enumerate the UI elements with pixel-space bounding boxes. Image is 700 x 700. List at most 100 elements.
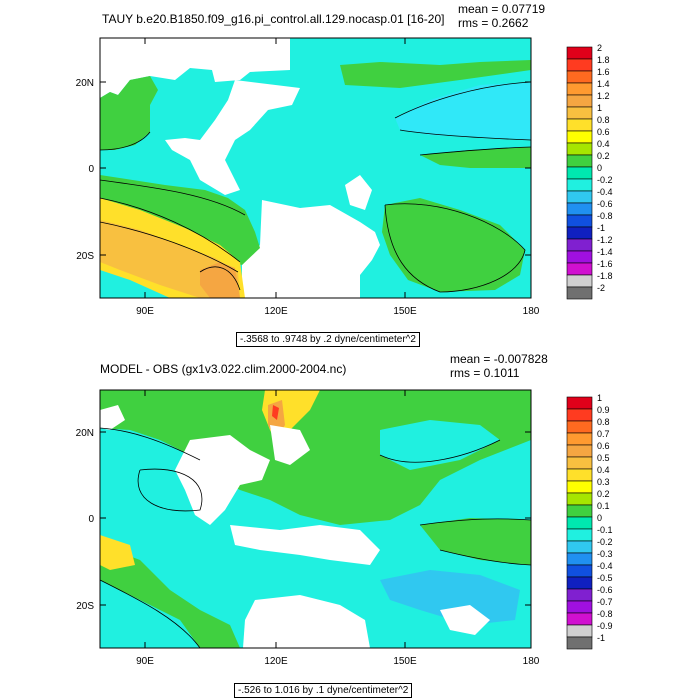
- colorbar-swatch: [566, 588, 593, 602]
- colorbar-swatch: [566, 540, 593, 554]
- contour-line: [99, 197, 241, 263]
- land-mask: [242, 200, 380, 298]
- colorbar-swatch: [566, 70, 593, 84]
- colorbar-label: -0.2: [597, 175, 613, 185]
- field-region: [272, 405, 279, 420]
- colorbar-swatch: [566, 130, 593, 144]
- map-panel-bottom: 90E 120E 150E 180 20N 0 20S 1 0.9 0.8 0.7 0.…: [76, 389, 613, 667]
- field-region: [100, 580, 200, 648]
- colorbar-label: 0.7: [597, 429, 610, 439]
- colorbar-swatch: [566, 46, 593, 60]
- contour-line: [379, 439, 501, 463]
- colorbar-swatch: [566, 432, 593, 446]
- colorbar-swatch: [566, 142, 593, 156]
- colorbar-swatch: [566, 396, 593, 410]
- colorbar-label: -0.4: [597, 187, 613, 197]
- colorbar-swatch: [566, 636, 593, 650]
- x-tick-label: 90E: [136, 656, 154, 667]
- colorbar-label: 1.6: [597, 67, 610, 77]
- colorbar-label: -0.2: [597, 537, 613, 547]
- colorbar-swatch: [566, 226, 593, 240]
- colorbar-label: 0: [597, 513, 602, 523]
- colorbar-label: -2: [597, 283, 605, 293]
- land-mask: [345, 175, 372, 210]
- land-mask: [100, 405, 125, 430]
- x-tick-label: 120E: [264, 306, 288, 317]
- contour-line: [99, 579, 201, 649]
- field-region: [340, 60, 531, 88]
- colorbar-label: -1.2: [597, 235, 613, 245]
- y-tick-label: 20S: [76, 601, 94, 612]
- colorbar-swatch: [566, 250, 593, 264]
- contour-line: [394, 81, 532, 119]
- field-region: [395, 82, 531, 140]
- x-tick-label: 90E: [136, 306, 154, 317]
- colorbar-swatch: [566, 612, 593, 626]
- field-region: [382, 198, 525, 292]
- land-mask: [175, 435, 270, 525]
- land-mask: [440, 605, 490, 635]
- colorbar-label: -1.8: [597, 271, 613, 281]
- colorbar-label: -0.6: [597, 585, 613, 595]
- field-region: [100, 535, 135, 570]
- colorbar-swatch: [566, 214, 593, 228]
- y-tick-label: 20N: [76, 428, 94, 439]
- land-mask: [230, 525, 380, 565]
- colorbar-swatch: [566, 94, 593, 108]
- colorbar-swatch: [566, 456, 593, 470]
- colorbar-label: 0.5: [597, 453, 610, 463]
- colorbar-label: 1: [597, 103, 602, 113]
- colorbar-swatch: [566, 480, 593, 494]
- colorbar-label: 1.4: [597, 79, 610, 89]
- land-mask: [243, 595, 370, 648]
- colorbar-swatch: [566, 178, 593, 192]
- colorbar-label: 0.2: [597, 489, 610, 499]
- colorbar-label: -1: [597, 223, 605, 233]
- stat-rms: rms = 0.1011: [450, 366, 520, 380]
- colorbar-label: 1: [597, 393, 602, 403]
- stat-rms: rms = 0.2662: [458, 16, 529, 30]
- x-tick-label: 180: [523, 306, 540, 317]
- colorbar-swatch: [566, 420, 593, 434]
- colorbar-label: -0.8: [597, 211, 613, 221]
- field-region: [380, 420, 500, 470]
- colorbar-swatch: [566, 106, 593, 120]
- ticks: [100, 38, 532, 298]
- map-field: [99, 390, 532, 649]
- land-mask: [270, 425, 310, 465]
- contour-range-label: -.526 to 1.016 by .1 dyne/centimeter^2: [234, 683, 413, 698]
- colorbar-swatch: [566, 238, 593, 252]
- colorbar-swatch: [566, 528, 593, 542]
- colorbar-swatch: [566, 516, 593, 530]
- colorbar-label: 0.4: [597, 139, 610, 149]
- contour-line: [99, 131, 151, 151]
- x-tick-label: 150E: [393, 656, 417, 667]
- colorbar-swatch: [566, 492, 593, 506]
- colorbar-swatch: [566, 576, 593, 590]
- land-mask: [100, 38, 290, 98]
- field-region: [380, 570, 520, 625]
- stat-mean: mean = -0.007828: [450, 352, 548, 366]
- colorbar-swatch: [566, 504, 593, 518]
- colorbar-label: 0.3: [597, 477, 610, 487]
- x-tick-label: 180: [523, 656, 540, 667]
- colorbar-swatch: [566, 600, 593, 614]
- colorbar-label: 0: [597, 163, 602, 173]
- colorbar-swatch: [566, 118, 593, 132]
- colorbar-swatch: [566, 468, 593, 482]
- colorbar-swatch: [566, 262, 593, 276]
- colorbar-label: -1.6: [597, 259, 613, 269]
- colorbar-swatch: [566, 202, 593, 216]
- y-tick-label: 0: [88, 164, 94, 175]
- contour-line: [419, 518, 532, 526]
- x-tick-label: 150E: [393, 306, 417, 317]
- colorbar-label: -0.5: [597, 573, 613, 583]
- axis-labels: 90E 120E 150E 180 20N 0 20S: [76, 78, 540, 317]
- colorbar-swatch: [566, 82, 593, 96]
- colorbar-label: 1.2: [597, 91, 610, 101]
- contour-line: [137, 468, 203, 512]
- colorbar: 2 1.8 1.6 1.4 1.2 1 0.8 0.6 0.4 0.2 0 -0.2 -0.4 -0.6 -…: [566, 43, 613, 300]
- colorbar-label: 0.1: [597, 501, 610, 511]
- chart-title: MODEL - OBS (gx1v3.022.clim.2000-2004.nc…: [100, 362, 347, 376]
- colorbar-label: 0.9: [597, 405, 610, 415]
